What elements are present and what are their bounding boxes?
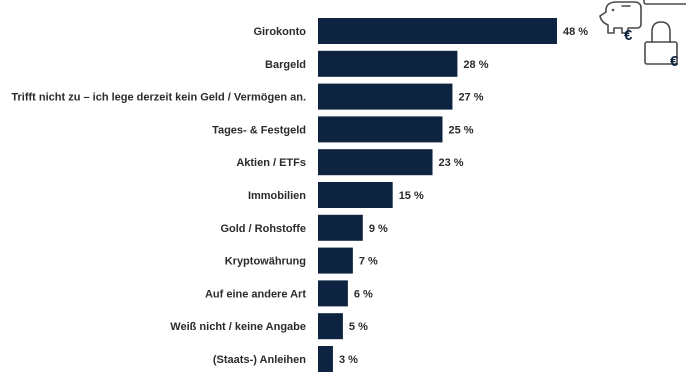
- value-label: 6 %: [354, 288, 373, 300]
- bar: [318, 313, 343, 340]
- bar-row: Weiß nicht / keine Angabe 5 %: [170, 313, 368, 340]
- euro-symbol-piggy: €: [624, 27, 633, 44]
- bar-row: Aktien / ETFs 23 %: [236, 149, 464, 176]
- value-label: 48 %: [563, 26, 588, 38]
- bar-row: Tages- & Festgeld 25 %: [212, 116, 474, 143]
- value-label: 9 %: [369, 223, 388, 235]
- bar-row: (Staats-) Anleihen 3 %: [213, 346, 358, 372]
- bar: [318, 149, 433, 176]
- value-label: 27 %: [458, 92, 483, 104]
- value-label: 3 %: [339, 354, 358, 366]
- value-label: 23 %: [439, 157, 464, 169]
- value-label: 5 %: [349, 321, 368, 333]
- bar-row: Bargeld 28 %: [265, 50, 489, 77]
- bar-row: Girokonto 48 %: [253, 18, 588, 44]
- category-label: Auf eine andere Art: [205, 288, 306, 300]
- bar: [318, 50, 458, 77]
- bar: [318, 116, 443, 143]
- category-label: Immobilien: [248, 190, 306, 202]
- bar: [318, 346, 333, 372]
- bar: [318, 214, 363, 241]
- category-label: Kryptowährung: [225, 256, 306, 268]
- category-label: Girokonto: [253, 26, 306, 38]
- bar: [318, 83, 453, 110]
- value-label: 7 %: [359, 256, 378, 268]
- category-label: Trifft nicht zu – ich lege derzeit kein …: [11, 92, 306, 104]
- category-label: (Staats-) Anleihen: [213, 354, 306, 366]
- value-label: 15 %: [399, 190, 424, 202]
- category-label: Weiß nicht / keine Angabe: [170, 321, 306, 333]
- bar-row: Kryptowährung 7 %: [225, 247, 378, 274]
- euro-symbol-lock: €: [670, 53, 679, 70]
- piggy-bank-euro-icon: €: [599, 0, 686, 44]
- category-label: Tages- & Festgeld: [212, 124, 306, 136]
- padlock-euro-icon: €: [644, 21, 679, 70]
- category-label: Bargeld: [265, 59, 306, 71]
- bar: [318, 247, 353, 274]
- bar-row: Gold / Rohstoffe 9 %: [220, 214, 388, 241]
- value-label: 28 %: [463, 59, 488, 71]
- category-label: Gold / Rohstoffe: [220, 223, 306, 235]
- category-label: Aktien / ETFs: [236, 157, 306, 169]
- bar-row: Auf eine andere Art 6 %: [205, 280, 373, 307]
- bar: [318, 182, 393, 208]
- bar: [318, 18, 557, 44]
- bar-row: Trifft nicht zu – ich lege derzeit kein …: [11, 83, 484, 110]
- bar: [318, 280, 348, 307]
- bar-row: Immobilien 15 %: [248, 182, 424, 208]
- value-label: 25 %: [448, 124, 473, 136]
- bars-layer: Girokonto 48 % Bargeld 28 % Trifft nicht zu …: [11, 18, 588, 372]
